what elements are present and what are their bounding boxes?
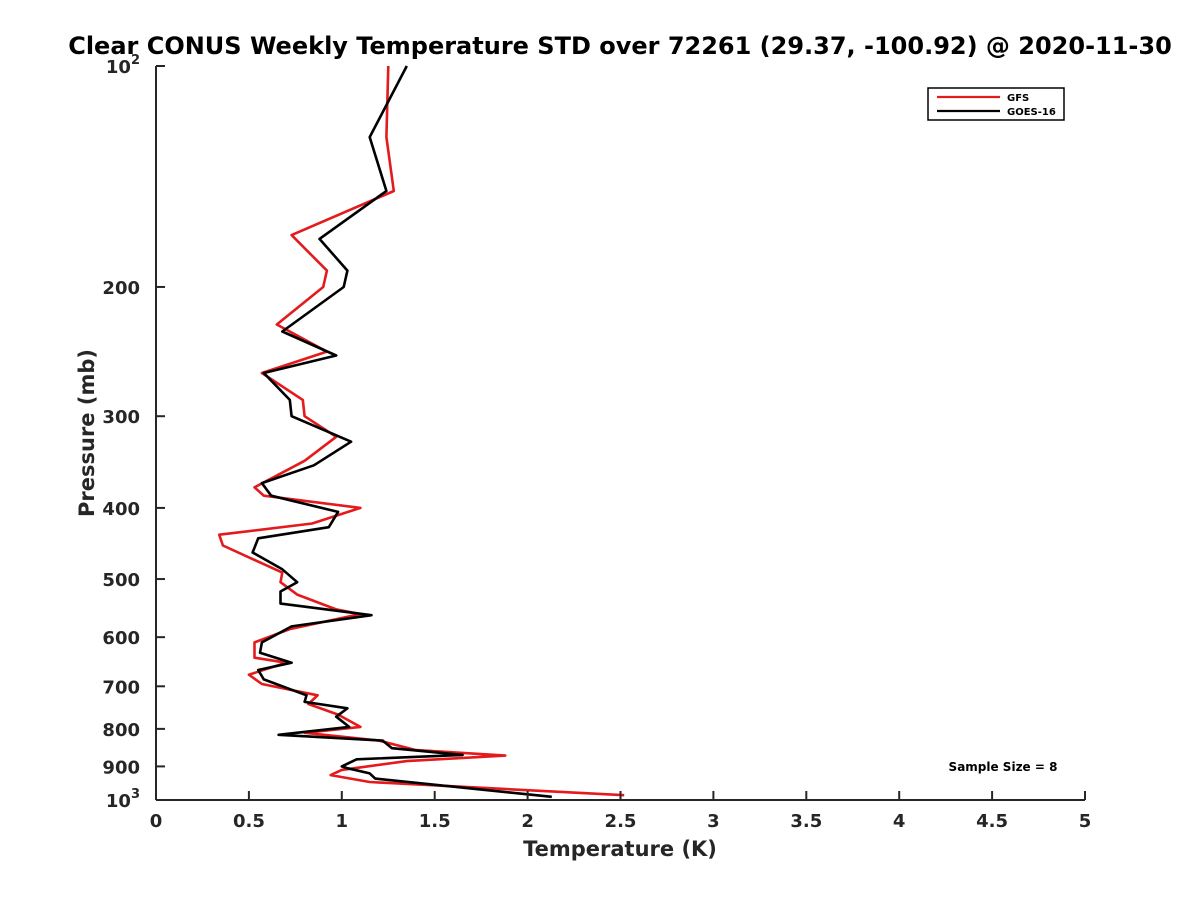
y-tick-label: 600	[102, 628, 140, 649]
y-tick-label: 800	[102, 720, 140, 741]
y-tick-label: 103	[106, 787, 140, 812]
chart-title: Clear CONUS Weekly Temperature STD over …	[68, 32, 1172, 60]
x-tick-label: 0.5	[233, 811, 265, 832]
x-tick-label: 3.5	[790, 811, 822, 832]
y-tick-label: 900	[102, 757, 140, 778]
x-tick-label: 4	[893, 811, 906, 832]
y-tick-label: 700	[102, 677, 140, 698]
legend-label-goes16: GOES-16	[1007, 107, 1056, 118]
x-tick-label: 0	[150, 811, 163, 832]
axes-layer: 0 0.5 1 1.5 2 2.5 3 3.5 4 4.5 5 102 200 300 400 500 600 7…	[102, 53, 1091, 832]
x-tick-label: 5	[1079, 811, 1092, 832]
series-layer	[217, 65, 625, 799]
x-axis-label: Temperature (K)	[523, 837, 717, 861]
legend: GFS GOES-16	[927, 87, 1065, 121]
x-tick-label: 2.5	[605, 811, 637, 832]
legend-box	[927, 87, 1065, 121]
y-axis-label: Pressure (mb)	[75, 349, 99, 517]
y-tick-label: 300	[102, 407, 140, 428]
y-tick-label: 102	[106, 53, 140, 78]
legend-label-gfs: GFS	[1007, 93, 1029, 104]
sample-size-annotation: Sample Size = 8	[949, 760, 1058, 774]
x-tick-label: 3	[707, 811, 720, 832]
x-tick-label: 2	[521, 811, 534, 832]
y-tick-label: 500	[102, 570, 140, 591]
y-tick-label: 400	[102, 499, 140, 520]
y-tick-label: 200	[102, 278, 140, 299]
x-tick-label: 1.5	[419, 811, 451, 832]
x-tick-label: 1	[336, 811, 349, 832]
x-tick-label: 4.5	[976, 811, 1008, 832]
series-line-goes16	[251, 65, 552, 799]
